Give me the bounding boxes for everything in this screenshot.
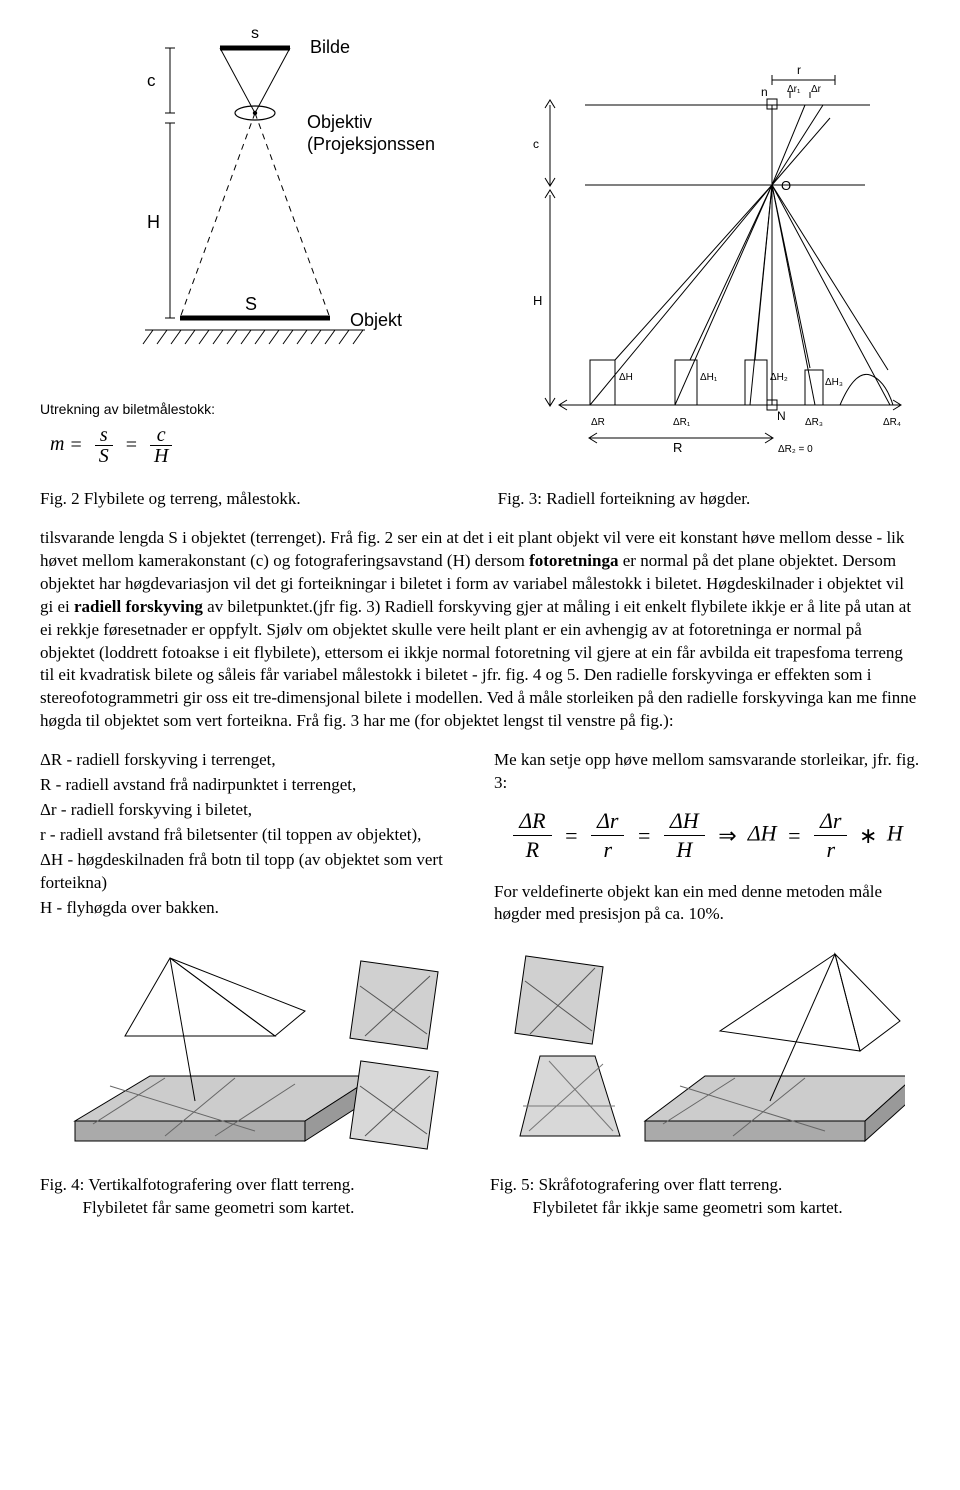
scale-heading: Utrekning av biletmålestokk: [40,400,470,419]
bottom-figures-row [40,936,920,1166]
definitions-columns: ΔR - radiell forskyving i terrenget, R -… [40,749,920,926]
def-item: ΔR - radiell forskyving i terrenget, [40,749,466,772]
scale-formula: m= sS = cH [50,425,470,466]
svg-text:H: H [533,293,542,308]
svg-text:O: O [781,178,791,193]
fig3-diagram: c H O n r Δr₁ Δr N R ΔH ΔH₁ ΔH₂ ΔH₃ ΔR Δ… [495,50,915,480]
def-item: r - radiell avstand frå biletsenter (til… [40,824,466,847]
rightcol-outro: For veldefinerte objekt kan ein med denn… [494,881,920,927]
svg-text:n: n [761,85,768,99]
svg-text:R: R [673,440,682,455]
svg-text:Objektiv: Objektiv [307,112,372,132]
top-captions-row: Fig. 2 Flybilete og terreng, målestokk. … [40,488,920,511]
fig4-caption: Fig. 4: Vertikalfotografering over flatt… [40,1174,470,1220]
def-item: H - flyhøgda over bakken. [40,897,466,920]
svg-text:ΔR₁: ΔR₁ [673,417,691,428]
fig5-block [490,936,920,1166]
def-item: Δr - radiell forskyving i biletet, [40,799,466,822]
svg-text:Δr₁: Δr₁ [787,84,801,95]
fig3-caption: Fig. 3: Radiell forteikning av høgder. [498,488,920,511]
equation-right: Me kan setje opp høve mellom samsvarande… [494,749,920,926]
svg-text:Δr: Δr [811,84,822,95]
fig5-diagram [505,936,905,1166]
top-figures-row: s Bilde Objektiv (Projeksjonssentrum) Ob… [40,8,920,480]
svg-text:ΔH₂: ΔH₂ [770,372,788,383]
fig2-caption: Fig. 2 Flybilete og terreng, målestokk. [40,488,301,511]
fig3-column: c H O n r Δr₁ Δr N R ΔH ΔH₁ ΔH₂ ΔH₃ ΔR Δ… [490,50,920,480]
bottom-captions-row: Fig. 4: Vertikalfotografering over flatt… [40,1174,920,1220]
definitions-left: ΔR - radiell forskyving i terrenget, R -… [40,749,466,926]
fig5-caption: Fig. 5: Skråfotografering over flatt ter… [490,1174,920,1220]
svg-text:(Projeksjonssentrum): (Projeksjonssentrum) [307,134,435,154]
svg-text:H: H [147,212,160,232]
def-item: R - radiell avstand frå nadirpunktet i t… [40,774,466,797]
svg-text:Objekt: Objekt [350,310,402,330]
svg-text:c: c [533,137,539,151]
body-paragraph: tilsvarande lengda S i objektet (terreng… [40,527,920,733]
fig2-diagram: s Bilde Objektiv (Projeksjonssentrum) Ob… [75,8,435,388]
svg-text:ΔR₂ = 0: ΔR₂ = 0 [778,444,813,455]
fig4-diagram [55,936,455,1166]
svg-text:ΔH₁: ΔH₁ [700,372,718,383]
svg-text:N: N [777,409,786,423]
fig2-column: s Bilde Objektiv (Projeksjonssentrum) Ob… [40,8,470,480]
svg-text:ΔR₃: ΔR₃ [805,417,823,428]
def-item: ΔH - høgdeskilnaden frå botn til topp (a… [40,849,466,895]
svg-text:ΔH₃: ΔH₃ [825,377,843,388]
fig4-block [40,936,470,1166]
rightcol-intro: Me kan setje opp høve mellom samsvarande… [494,749,920,795]
svg-text:s: s [251,25,259,42]
svg-text:S: S [245,294,257,314]
svg-text:ΔR: ΔR [591,417,605,428]
svg-text:c: c [147,71,156,90]
svg-text:r: r [797,63,801,77]
svg-text:ΔH: ΔH [619,372,633,383]
proportion-equation: ΔRR = Δrr = ΔHH ⇒ ΔH = Δrr ∗ H [494,809,920,862]
svg-text:ΔR₄: ΔR₄ [883,417,901,428]
svg-text:Bilde: Bilde [310,37,350,57]
